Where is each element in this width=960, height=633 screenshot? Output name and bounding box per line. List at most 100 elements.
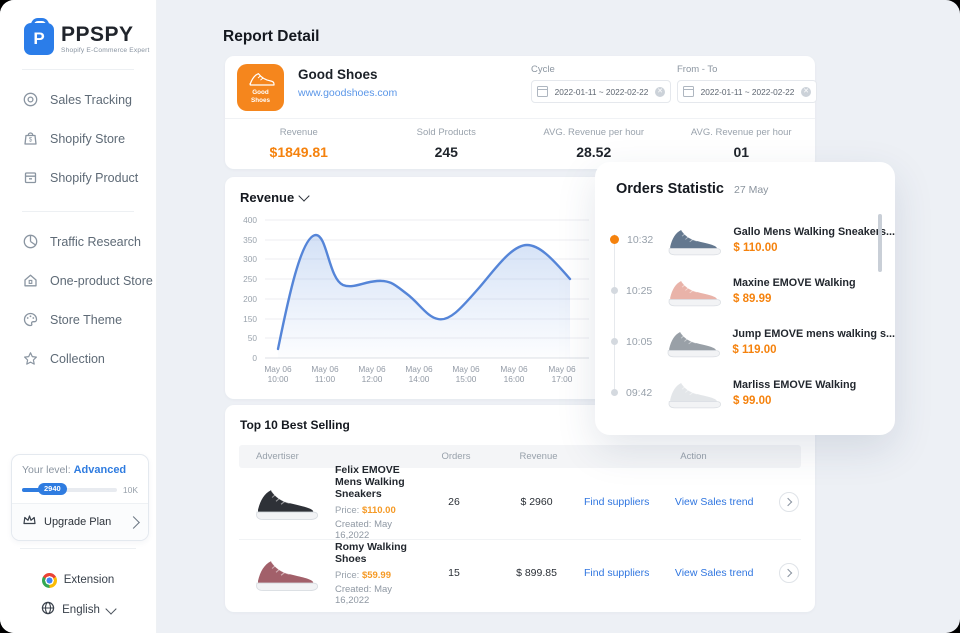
store-url-link[interactable]: www.goodshoes.com: [298, 87, 398, 99]
level-progress-fill: [22, 488, 51, 492]
fromto-date-range-value: 2022-01-11 ~ 2022-02-22: [700, 86, 795, 97]
revenue-amount: $ 899.85: [516, 567, 557, 579]
find-suppliers-link[interactable]: Find suppliers: [584, 567, 650, 579]
svg-text:250: 250: [243, 274, 257, 284]
metric-value: $1849.81: [269, 144, 328, 160]
sidebar-item-one-product-store[interactable]: One-product Store: [22, 261, 156, 300]
table-header-row: Advertiser Orders Revenue Action: [239, 445, 801, 468]
logo-bag-icon: P: [24, 18, 54, 55]
svg-text:May 06: May 06: [264, 364, 292, 374]
row-expand-button[interactable]: [778, 563, 799, 583]
order-time: 10:32: [627, 233, 654, 246]
divider: [22, 69, 134, 70]
chevron-right-icon: [127, 515, 140, 529]
sidebar-item-label: Shopify Store: [50, 131, 126, 146]
svg-text:150: 150: [243, 314, 257, 324]
created-label: Created:: [335, 518, 372, 530]
order-price: $ 110.00: [733, 241, 778, 254]
chevron-down-icon[interactable]: [298, 190, 310, 202]
order-product-name: Maxine EMOVE Walking: [733, 276, 856, 289]
calendar-icon: [537, 86, 548, 97]
extension-button[interactable]: Extension: [0, 565, 156, 595]
order-product-name: Marliss EMOVE Walking: [733, 378, 857, 391]
shoe-outline-icon: [248, 73, 275, 86]
clear-icon[interactable]: ✕: [801, 86, 811, 97]
metric-label: Sold Products: [416, 127, 476, 138]
orders-list: 10:32 Gallo Mens Walking Sneakers... $ 1…: [595, 214, 895, 418]
order-item[interactable]: 10:05 Jump EMOVE mens walking s... $ 119…: [595, 316, 895, 367]
product-image: [662, 272, 724, 310]
chart-line-series: [276, 233, 572, 351]
order-price: $ 99.00: [733, 394, 772, 407]
revenue-line-chart: 400 350 300 250 200 150 50 0 May 06 10:0…: [243, 215, 589, 384]
globe-icon: [41, 601, 55, 620]
timeline-dot: [611, 338, 618, 345]
order-time: 10:25: [626, 284, 653, 297]
svg-text:May 06: May 06: [452, 364, 480, 374]
orders-count: 26: [448, 496, 460, 508]
row-expand-button[interactable]: [778, 492, 799, 512]
order-item[interactable]: 10:32 Gallo Mens Walking Sneakers... $ 1…: [595, 214, 895, 265]
orders-statistic-title: Orders Statistic: [616, 181, 724, 197]
order-time: 09:42: [626, 386, 653, 399]
sidebar-item-shopify-product[interactable]: Shopify Product: [22, 158, 156, 197]
top10-title: Top 10 Best Selling: [240, 418, 350, 432]
created-date: May 16,2022: [335, 583, 393, 606]
sidebar-footer: Extension English: [0, 548, 156, 625]
store-bag-icon: $: [22, 130, 39, 147]
metric-label: AVG. Revenue per hour: [543, 127, 645, 138]
clear-icon[interactable]: ✕: [655, 86, 665, 97]
view-sales-trend-link[interactable]: View Sales trend: [674, 496, 754, 508]
sidebar-item-collection[interactable]: Collection: [22, 339, 156, 378]
timeline-line: [614, 234, 615, 389]
order-price: $ 119.00: [732, 343, 777, 356]
upgrade-plan-button[interactable]: Upgrade Plan: [12, 503, 148, 540]
chart-x-axis-labels: May 06 10:00 May 06 11:00 May 06 12:00 M…: [264, 364, 576, 384]
order-price: $ 89.99: [733, 292, 772, 305]
svg-text:16:00: 16:00: [504, 374, 525, 384]
order-item[interactable]: 10:25 Maxine EMOVE Walking $ 89.99: [595, 265, 895, 316]
created-date: May 16,2022: [335, 518, 393, 541]
crown-icon: [22, 513, 37, 531]
find-suppliers-link[interactable]: Find suppliers: [584, 496, 650, 508]
svg-text:May 06: May 06: [311, 364, 339, 374]
table-row: Felix EMOVE Mens Walking Sneakers Price:…: [239, 464, 801, 541]
product-image: [662, 374, 724, 412]
sidebar-item-label: Sales Tracking: [50, 92, 132, 107]
sidebar-item-label: Shopify Product: [50, 170, 139, 185]
column-header-revenue: Revenue: [519, 451, 558, 462]
sidebar-item-store-theme[interactable]: Store Theme: [22, 300, 156, 339]
level-label: Your level:: [22, 464, 71, 476]
product-name: Romy Walking Shoes: [335, 540, 407, 565]
metric-label: Revenue: [279, 127, 318, 138]
product-image: [249, 479, 321, 525]
fromto-date-range-input[interactable]: 2022-01-11 ~ 2022-02-22 ✕: [677, 80, 817, 103]
column-header-action: Action: [680, 451, 707, 462]
top10-best-selling-card: Top 10 Best Selling Advertiser Orders Re…: [225, 405, 815, 612]
store-name: Good Shoes: [298, 67, 378, 82]
sidebar-item-traffic-research[interactable]: Traffic Research: [22, 222, 156, 261]
price-label: Price:: [335, 504, 360, 516]
fromto-filter-label: From - To: [677, 64, 718, 75]
svg-text:12:00: 12:00: [362, 374, 383, 384]
svg-text:17:00: 17:00: [552, 374, 573, 384]
calendar-icon: [683, 86, 694, 97]
metric-value: 01: [733, 144, 750, 160]
order-product-name: Jump EMOVE mens walking s...: [732, 327, 895, 340]
store-avatar-label: Good Shoes: [251, 89, 270, 104]
created-label: Created:: [335, 583, 372, 595]
orders-count: 15: [448, 567, 460, 579]
timeline-dot: [611, 287, 618, 294]
language-selector[interactable]: English: [0, 595, 156, 625]
view-sales-trend-link[interactable]: View Sales trend: [674, 567, 754, 579]
scrollbar-thumb[interactable]: [878, 214, 882, 272]
metric-avg-revenue-per-hour-2: AVG. Revenue per hour 01: [668, 118, 816, 169]
order-item[interactable]: 09:42 Marliss EMOVE Walking $ 99.00: [595, 367, 895, 418]
table-row: Romy Walking Shoes Price: $59.99 Created…: [239, 539, 801, 606]
cycle-date-range-input[interactable]: 2022-01-11 ~ 2022-02-22 ✕: [531, 80, 671, 103]
svg-text:400: 400: [243, 215, 257, 225]
sidebar-item-shopify-store[interactable]: $ Shopify Store: [22, 119, 156, 158]
sidebar-item-sales-tracking[interactable]: Sales Tracking: [22, 80, 156, 119]
pie-chart-icon: [22, 233, 39, 250]
